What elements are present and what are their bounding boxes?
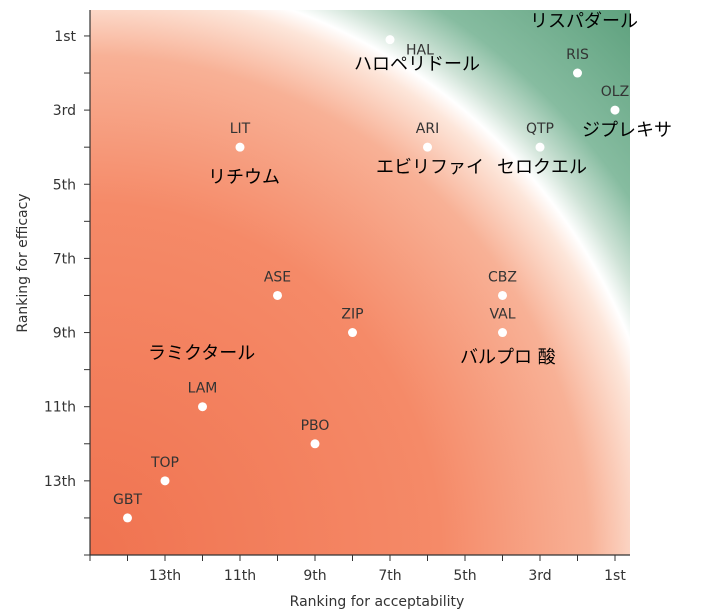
point-zip	[348, 328, 357, 338]
y-tick-label: 13th	[44, 474, 76, 490]
annotation-zyprexa: ジプレキサ	[582, 120, 672, 141]
x-tick-label: 1st	[604, 568, 626, 584]
point-label-hal: HAL	[406, 43, 434, 59]
annotation-seroquel: セロクエル	[497, 157, 587, 178]
y-axis-title: Ranking for efficacy	[15, 193, 31, 332]
y-tick-label: 9th	[53, 326, 76, 342]
plot-background	[90, 10, 630, 555]
point-top	[160, 476, 170, 486]
y-tick-label: 5th	[53, 177, 76, 193]
data-points: HAL RIS OLZ LIT ARI QTP ASE CBZ ZIP VAL LAM PBO TOP G…	[113, 35, 629, 523]
x-tick-label: 13th	[149, 568, 181, 584]
annotation-lamictal: ラミクタール	[148, 343, 255, 364]
point-ris	[573, 68, 582, 78]
point-label-ari: ARI	[416, 121, 439, 137]
y-tick-label: 3rd	[53, 103, 76, 119]
y-tick-label: 7th	[53, 251, 76, 267]
point-label-val: VAL	[489, 307, 515, 323]
x-tick-label: 5th	[453, 568, 476, 584]
point-label-top: TOP	[150, 455, 179, 471]
point-olz	[610, 105, 620, 115]
point-ari	[423, 142, 432, 152]
point-qtp	[535, 142, 545, 152]
x-tick-label: 9th	[303, 568, 326, 584]
annotations: リスパダール ハロペリドール ジプレキサ リチウム エビリファイ セロクエル ラ…	[148, 11, 672, 368]
point-label-zip: ZIP	[341, 307, 363, 323]
axes: 13th 11th 9th 7th 5th 3rd 1st 1st 3rd 5th 7th 9th 11…	[44, 10, 630, 584]
annotation-risperdal: リスパダール	[530, 11, 638, 32]
x-tick-label: 11th	[224, 568, 256, 584]
point-ase	[273, 290, 282, 300]
point-label-gbt: GBT	[113, 492, 142, 508]
point-label-ase: ASE	[264, 269, 291, 285]
point-gbt	[123, 513, 132, 523]
annotation-abilify: エビリファイ	[376, 157, 484, 178]
annotation-haloperidol: ハロペリドール	[354, 54, 480, 75]
point-label-cbz: CBZ	[488, 269, 517, 285]
point-label-qtp: QTP	[526, 121, 554, 137]
point-cbz	[498, 290, 507, 300]
x-tick-label: 3rd	[528, 568, 551, 584]
annotation-valproic-acid: バルプロ 酸	[460, 347, 556, 368]
point-label-lit: LIT	[230, 121, 251, 137]
point-label-lam: LAM	[188, 381, 218, 397]
point-label-olz: OLZ	[601, 84, 629, 100]
y-tick-label: 1st	[54, 29, 76, 45]
point-label-ris: RIS	[566, 47, 589, 63]
annotation-lithium: リチウム	[208, 167, 280, 188]
point-label-pbo: PBO	[301, 418, 330, 434]
point-hal	[385, 35, 395, 45]
x-axis-title: Ranking for acceptability	[290, 594, 465, 610]
point-lit	[235, 142, 245, 152]
y-tick-label: 11th	[44, 400, 76, 416]
point-lam	[198, 402, 207, 412]
point-val	[498, 328, 507, 338]
x-tick-label: 7th	[378, 568, 401, 584]
point-pbo	[310, 439, 320, 449]
